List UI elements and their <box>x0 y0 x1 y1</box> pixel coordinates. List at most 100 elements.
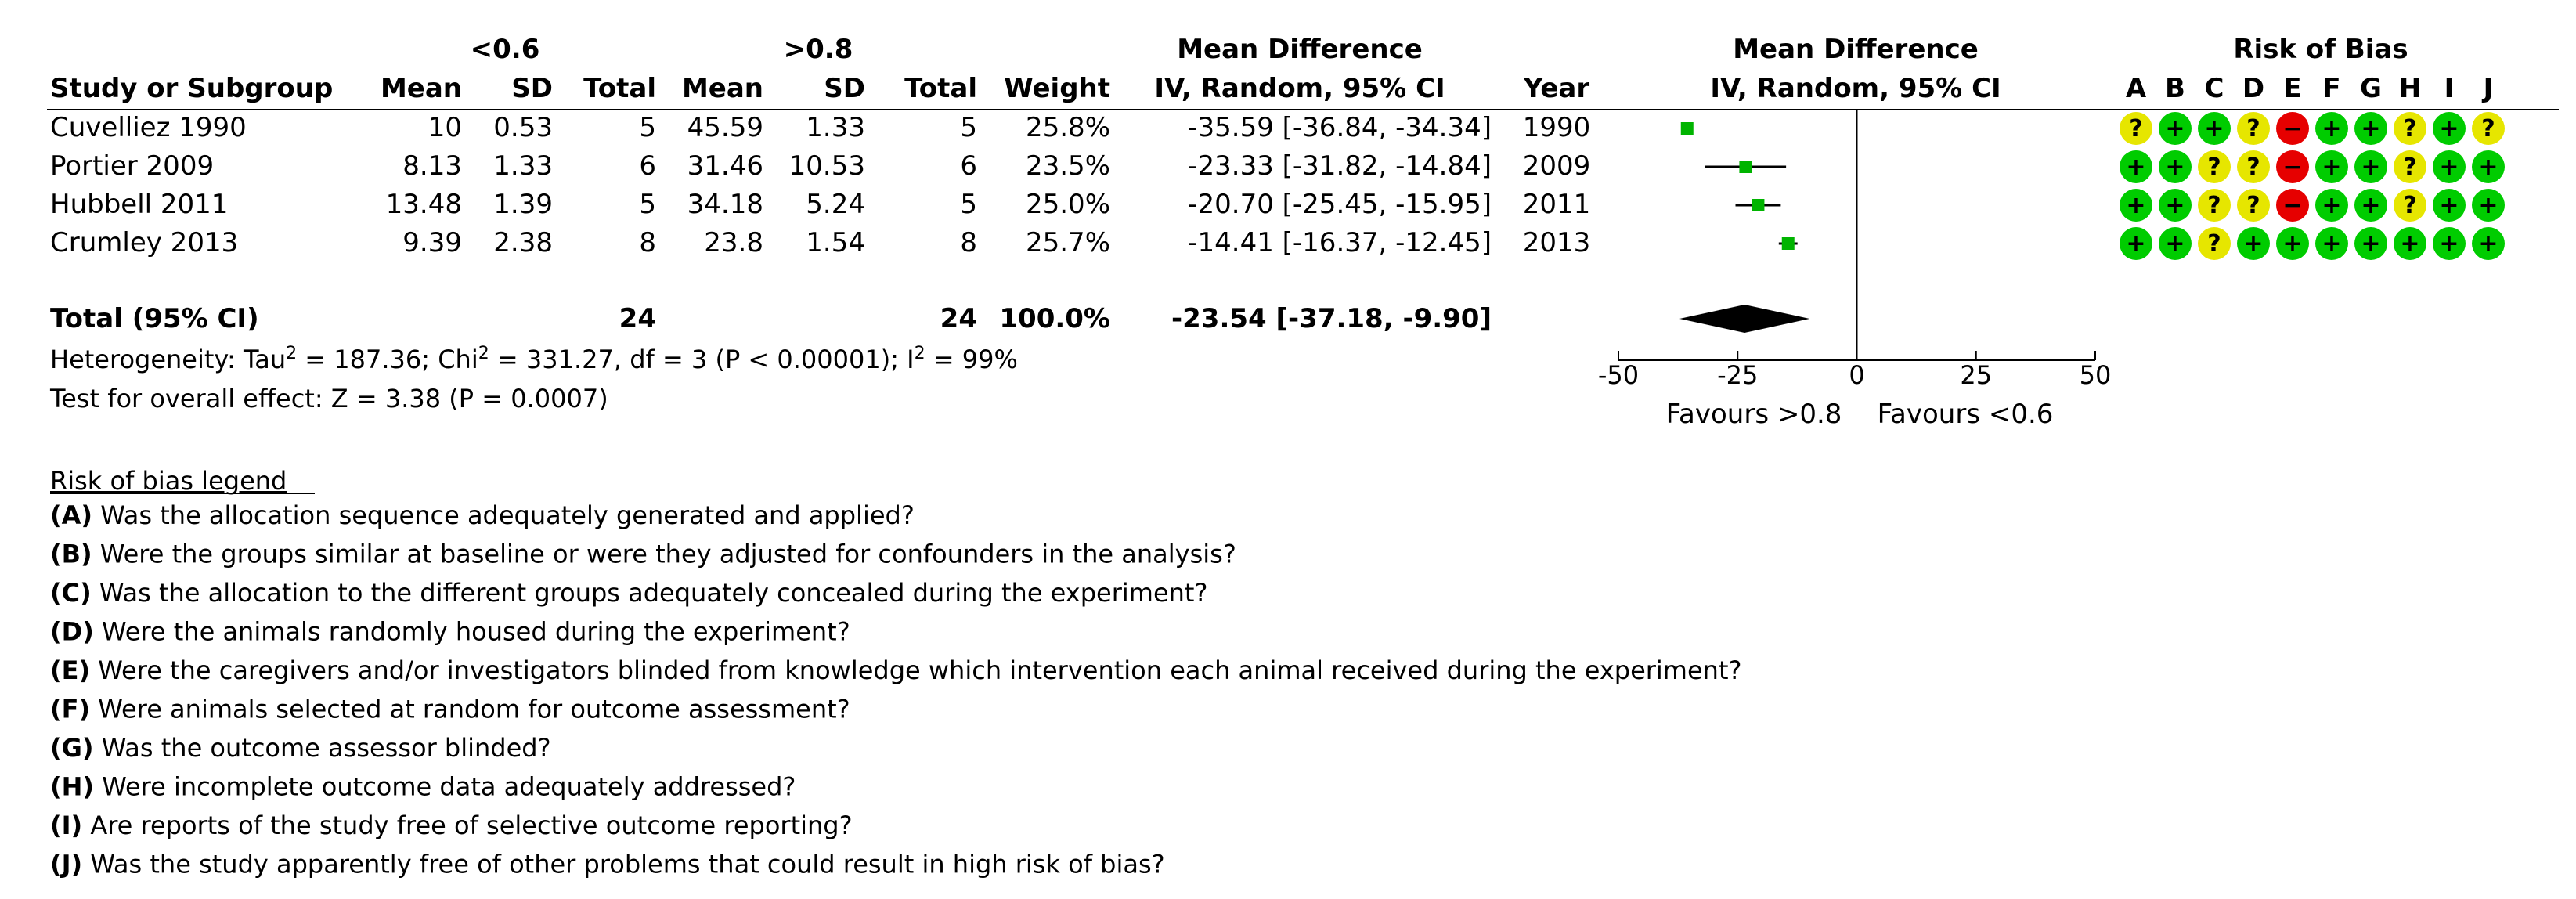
col-weight: Weight <box>1004 73 1110 104</box>
pooled-diamond <box>1679 305 1810 333</box>
legend-key: (E) <box>50 655 90 685</box>
rob-symbol: ? <box>2481 115 2495 143</box>
legend-key: (I) <box>50 811 82 840</box>
legend-item: (B) Were the groups similar at baseline … <box>50 540 1236 569</box>
rob-circle <box>2354 112 2387 145</box>
rob-circle <box>2472 112 2505 145</box>
col-md-method: IV, Random, 95% CI <box>1154 73 1445 104</box>
mean2-cell: 23.8 <box>704 227 763 258</box>
total-ci: -23.54 [-37.18, -9.90] <box>1171 303 1492 334</box>
rob-circle <box>2433 112 2466 145</box>
rob-symbol: ? <box>2403 115 2416 143</box>
rob-letter-b: B <box>2165 73 2185 104</box>
rob-circle <box>2159 112 2192 145</box>
total-n2: 24 <box>940 303 977 334</box>
rob-symbol: + <box>2361 153 2380 181</box>
rob-symbol: + <box>2361 192 2380 219</box>
rob-circle <box>2120 227 2152 260</box>
col-study: Study or Subgroup <box>50 73 333 104</box>
total2-cell: 6 <box>960 150 977 182</box>
md-title-header: Mean Difference <box>1177 34 1423 65</box>
rob-circle <box>2315 112 2348 145</box>
legend-key: (A) <box>50 500 92 530</box>
rob-letter-g: G <box>2360 73 2382 104</box>
rob-circle <box>2394 112 2426 145</box>
rob-circle <box>2472 227 2505 260</box>
year-cell: 2013 <box>1523 227 1591 258</box>
legend-item: (F) Were animals selected at random for … <box>50 695 850 724</box>
rob-symbol: + <box>2322 115 2341 143</box>
mean1-cell: 8.13 <box>402 150 462 182</box>
legend-text: Was the allocation sequence adequately g… <box>92 500 915 530</box>
rob-symbol: + <box>2439 192 2459 219</box>
rob-circle <box>2354 189 2387 222</box>
rob-symbol: + <box>2322 153 2341 181</box>
col-mean2: Mean <box>682 73 763 104</box>
md-ci-cell: -23.33 [-31.82, -14.84] <box>1188 150 1492 182</box>
legend-key: (C) <box>50 578 92 608</box>
favours-left-label: Favours >0.8 <box>1666 399 1842 430</box>
legend-text: Were the caregivers and/or investigators… <box>90 655 1741 685</box>
rob-symbol: ? <box>2207 230 2221 258</box>
table-row: Crumley 2013 9.39 2.38 8 23.8 1.54 8 25.7% -14.4… <box>50 227 2505 260</box>
rob-symbol: + <box>2478 230 2498 258</box>
rob-symbol: + <box>2361 230 2380 258</box>
year-cell: 2009 <box>1523 150 1591 182</box>
study-name: Cuvelliez 1990 <box>50 112 247 143</box>
total2-cell: 5 <box>960 112 977 143</box>
x-tick-label: 50 <box>2080 360 2112 390</box>
col-sd2: SD <box>824 73 865 104</box>
legend-items: (A) Was the allocation sequence adequate… <box>50 500 1741 879</box>
rob-circle <box>2394 227 2426 260</box>
col-sd1: SD <box>511 73 553 104</box>
rob-symbol: + <box>2243 230 2263 258</box>
rob-letter-a: A <box>2126 73 2147 104</box>
md-ci-cell: -14.41 [-16.37, -12.45] <box>1188 227 1492 258</box>
effect-square <box>1680 122 1694 135</box>
rob-circle <box>2276 227 2309 260</box>
x-tick-label: -25 <box>1717 360 1758 390</box>
legend-key: (G) <box>50 733 94 763</box>
rob-circle <box>2237 112 2270 145</box>
weight-cell: 23.5% <box>1026 150 1110 182</box>
sd2-cell: 1.54 <box>806 227 865 258</box>
legend-item: (J) Was the study apparently free of oth… <box>50 850 1165 879</box>
study-name: Crumley 2013 <box>50 227 238 258</box>
rob-circle <box>2354 227 2387 260</box>
rob-symbol: + <box>2165 192 2185 219</box>
total1-cell: 6 <box>639 150 656 182</box>
rob-circle <box>2198 150 2231 183</box>
favours-right-label: Favours <0.6 <box>1878 399 2054 430</box>
rob-symbol: + <box>2439 230 2459 258</box>
weight-cell: 25.7% <box>1026 227 1110 258</box>
total1-cell: 5 <box>639 189 656 220</box>
col-total2: Total <box>904 73 977 104</box>
total1-cell: 8 <box>639 227 656 258</box>
total-n1: 24 <box>619 303 656 334</box>
legend-item: (E) Were the caregivers and/or investiga… <box>50 655 1741 685</box>
col-mean1: Mean <box>381 73 462 104</box>
rob-symbol: + <box>2400 230 2419 258</box>
rob-symbol: + <box>2126 153 2145 181</box>
legend-title: Risk of bias legend <box>50 466 287 496</box>
rob-letter-f: F <box>2322 73 2340 104</box>
rob-circle <box>2354 150 2387 183</box>
md-ci-cell: -20.70 [-25.45, -15.95] <box>1188 189 1492 220</box>
rob-title-header: Risk of Bias <box>2233 34 2408 65</box>
weight-cell: 25.0% <box>1026 189 1110 220</box>
heterogeneity-text: Heterogeneity: Tau2 = 187.36; Chi2 = 331… <box>50 344 1018 374</box>
legend-item: (D) Were the animals randomly housed dur… <box>50 617 850 647</box>
total-label: Total (95% CI) <box>50 303 259 334</box>
rob-symbol: ? <box>2207 153 2221 181</box>
rob-circle <box>2433 189 2466 222</box>
rob-circle <box>2159 227 2192 260</box>
rob-symbol: ? <box>2207 192 2221 219</box>
legend-key: (J) <box>50 850 82 879</box>
rob-circle <box>2276 150 2309 183</box>
effect-square <box>1739 161 1752 173</box>
rob-circle <box>2276 112 2309 145</box>
rob-circle <box>2120 112 2152 145</box>
legend-key: (F) <box>50 695 90 724</box>
table-row: Hubbell 2011 13.48 1.39 5 34.18 5.24 5 25.0% -20… <box>50 189 2505 222</box>
